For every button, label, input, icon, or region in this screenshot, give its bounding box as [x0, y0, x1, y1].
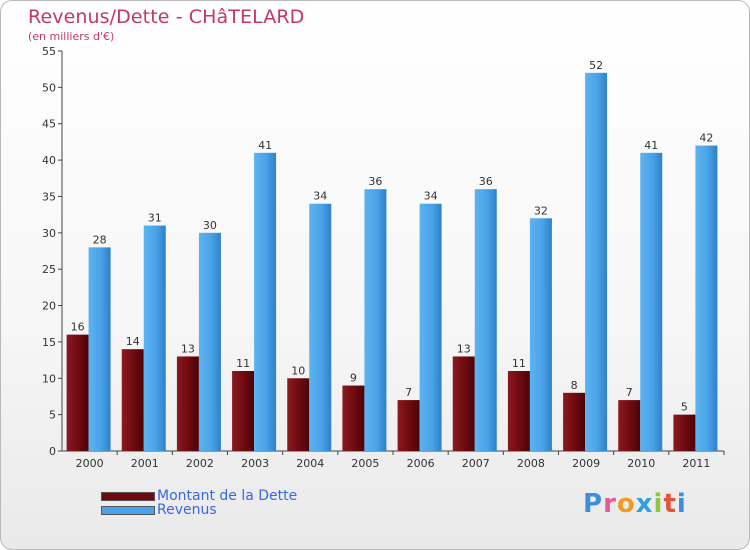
logo-letter: o: [616, 489, 636, 519]
bar-dette: [618, 400, 641, 451]
data-label-revenus: 34: [313, 190, 327, 203]
data-label-dette: 11: [236, 357, 250, 370]
bar-revenus: [474, 189, 497, 451]
y-tick-label: 30: [42, 227, 56, 240]
y-tick-label: 25: [42, 263, 56, 276]
y-tick-label: 50: [42, 81, 56, 94]
bar-revenus: [309, 203, 332, 451]
bar-dette: [287, 378, 310, 451]
logo-letter: P: [583, 489, 604, 519]
x-tick-label: 2002: [186, 457, 214, 470]
bar-revenus: [529, 218, 552, 451]
x-tick-label: 2011: [682, 457, 710, 470]
bar-dette: [452, 356, 475, 451]
bar-dette: [176, 356, 199, 451]
logo-letter: r: [603, 489, 617, 519]
x-tick-label: 2008: [517, 457, 545, 470]
x-tick-label: 2005: [351, 457, 379, 470]
bar-revenus: [364, 189, 387, 451]
data-label-dette: 9: [350, 372, 357, 385]
legend-swatch-dette: [101, 492, 155, 501]
data-label-revenus: 30: [203, 219, 217, 232]
bar-revenus: [585, 72, 608, 452]
x-tick-label: 2010: [627, 457, 655, 470]
x-tick-label: 2007: [462, 457, 490, 470]
y-tick-label: 20: [42, 300, 56, 313]
proxiti-logo: Proxiti: [583, 489, 687, 519]
bar-revenus: [640, 152, 663, 451]
legend-swatch-revenus: [101, 506, 155, 515]
data-label-revenus: 36: [368, 175, 382, 188]
legend-label-dette: Montant de la Dette: [157, 488, 298, 504]
y-tick-label: 0: [49, 445, 56, 458]
data-label-revenus: 41: [644, 139, 658, 152]
data-label-revenus: 36: [479, 175, 493, 188]
bar-dette: [121, 349, 144, 451]
bar-dette: [397, 400, 420, 451]
y-tick-label: 15: [42, 336, 56, 349]
data-label-dette: 10: [291, 364, 305, 377]
data-label-dette: 11: [512, 357, 526, 370]
bar-revenus: [254, 152, 277, 451]
bar-revenus: [88, 247, 111, 451]
y-tick-label: 10: [42, 372, 56, 385]
bar-dette: [673, 414, 696, 451]
data-label-revenus: 52: [589, 59, 603, 72]
data-label-dette: 8: [571, 379, 578, 392]
data-label-dette: 14: [126, 335, 140, 348]
y-tick-label: 35: [42, 190, 56, 203]
x-tick-label: 2006: [407, 457, 435, 470]
data-label-revenus: 28: [93, 233, 107, 246]
bar-revenus: [695, 145, 718, 451]
data-label-dette: 16: [71, 321, 85, 334]
y-tick-label: 55: [42, 45, 56, 58]
x-tick-label: 2003: [241, 457, 269, 470]
bar-revenus: [198, 232, 221, 451]
chart-title: Revenus/Dette - CHâTELARD: [28, 6, 305, 28]
data-label-dette: 13: [457, 342, 471, 355]
bar-revenus: [419, 203, 442, 451]
bar-dette: [342, 385, 365, 451]
data-label-revenus: 34: [424, 190, 438, 203]
data-label-revenus: 31: [148, 212, 162, 225]
legend-label-revenus: Revenus: [157, 502, 217, 518]
x-tick-label: 2000: [76, 457, 104, 470]
bar-dette: [232, 371, 255, 451]
x-tick-label: 2009: [572, 457, 600, 470]
y-tick-label: 40: [42, 154, 56, 167]
chart-subtitle: (en milliers d'€): [28, 30, 115, 43]
bar-dette: [563, 392, 586, 451]
data-label-dette: 13: [181, 342, 195, 355]
logo-letter: t: [663, 489, 677, 519]
logo-letter: x: [635, 489, 654, 519]
x-tick-label: 2004: [296, 457, 324, 470]
logo-letter: i: [676, 489, 687, 519]
data-label-revenus: 41: [258, 139, 272, 152]
data-label-revenus: 32: [534, 204, 548, 217]
y-tick-label: 5: [49, 409, 56, 422]
data-label-dette: 7: [405, 386, 412, 399]
logo-letter: i: [653, 489, 664, 519]
data-label-revenus: 42: [699, 132, 713, 145]
data-label-dette: 5: [681, 401, 688, 414]
y-tick-label: 45: [42, 118, 56, 131]
bar-dette: [507, 371, 530, 451]
x-tick-label: 2001: [131, 457, 159, 470]
data-label-dette: 7: [626, 386, 633, 399]
bar-revenus: [143, 225, 166, 451]
bar-dette: [66, 334, 89, 451]
